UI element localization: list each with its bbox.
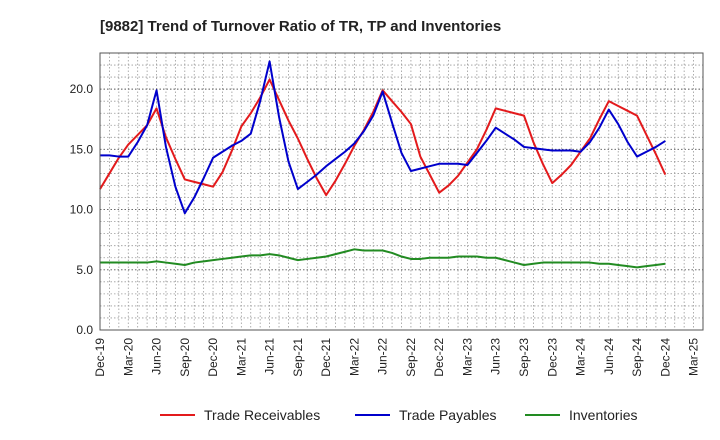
series-lines [99,60,667,269]
y-tick-label: 10.0 [70,203,94,217]
x-tick-label: Sep-21 [291,338,305,377]
x-tick-label: Jun-24 [602,338,616,375]
series-line-trade-receivables [99,78,667,197]
y-tick-label: 15.0 [70,142,94,156]
x-tick-label: Dec-19 [93,338,107,377]
chart-title: [9882] Trend of Turnover Ratio of TR, TP… [100,18,501,35]
y-axis-ticks: 0.0 5.0 10.0 15.0 20.0 [70,82,94,337]
x-tick-label: Sep-24 [630,338,644,377]
x-axis-ticks: Dec-19 Mar-20 Jun-20 Sep-20 Dec-20 Mar-21 Jun-… [93,338,701,377]
legend-label: Trade Receivables [204,407,320,423]
x-tick-label: Dec-21 [319,338,333,377]
x-tick-label: Mar-21 [234,338,248,376]
x-tick-label: Jun-22 [376,338,390,375]
x-tick-label: Mar-25 [687,338,701,376]
x-tick-label: Dec-23 [545,338,559,377]
x-tick-label: Mar-24 [574,338,588,376]
x-tick-label: Mar-23 [460,338,474,376]
x-tick-label: Dec-20 [206,338,220,377]
grid-lines [100,53,703,330]
x-tick-label: Jun-20 [150,338,164,375]
x-tick-label: Jun-21 [263,338,277,375]
x-tick-label: Sep-22 [404,338,418,377]
series-line-inventories [100,248,666,269]
x-tick-label: Dec-22 [432,338,446,377]
legend-label: Trade Payables [399,407,497,423]
legend: Trade Receivables Trade Payables Inventori… [160,407,637,423]
legend-label: Inventories [569,407,637,423]
x-tick-label: Sep-20 [178,338,192,377]
x-tick-label: Dec-24 [658,338,672,377]
y-tick-label: 5.0 [76,263,93,277]
x-tick-label: Mar-20 [121,338,135,376]
x-tick-label: Jun-23 [489,338,503,375]
plot-frame [99,52,704,331]
y-tick-label: 20.0 [70,82,94,96]
x-tick-label: Mar-22 [347,338,361,376]
y-tick-label: 0.0 [76,323,93,337]
series-line-trade-payables [100,60,666,215]
x-tick-label: Sep-23 [517,338,531,377]
